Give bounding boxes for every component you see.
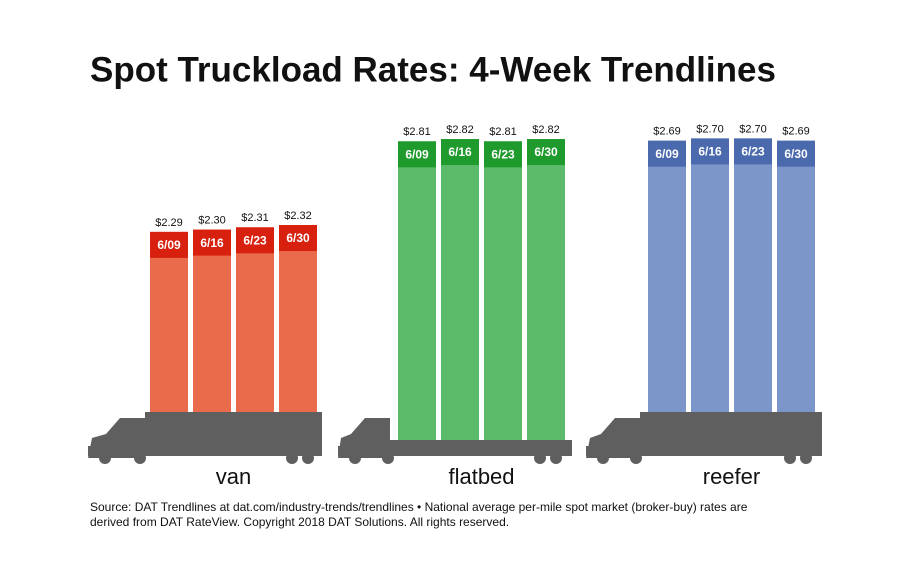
value-label: $2.70	[739, 123, 767, 135]
bar-header	[398, 141, 436, 168]
reefer-truck	[586, 412, 822, 464]
value-label: $2.82	[446, 124, 474, 136]
group-label: van	[216, 464, 251, 489]
bar-header	[150, 231, 188, 258]
van-truck	[88, 412, 322, 464]
bar-category: 6/23	[741, 145, 765, 159]
bar-category: 6/09	[157, 238, 181, 252]
value-label: $2.29	[155, 217, 183, 229]
bar	[236, 227, 274, 412]
bar-header	[484, 141, 522, 168]
bar-header	[648, 140, 686, 167]
bar-category: 6/30	[534, 145, 558, 159]
chart-title: Spot Truckload Rates: 4-Week Trendlines	[90, 50, 776, 89]
bar-category: 6/09	[655, 147, 679, 161]
bar-category: 6/16	[698, 145, 722, 159]
bar-category: 6/30	[784, 147, 808, 161]
value-label: $2.69	[782, 126, 810, 138]
group-label: flatbed	[448, 464, 514, 489]
bar	[193, 229, 231, 412]
bar	[484, 141, 522, 440]
bar	[777, 140, 815, 412]
bar-header	[777, 140, 815, 167]
bar-header	[193, 229, 231, 256]
bar-header	[527, 139, 565, 166]
value-label: $2.30	[198, 215, 226, 227]
value-label: $2.32	[284, 210, 312, 222]
bar	[279, 225, 317, 412]
bar	[150, 231, 188, 412]
bar-header	[236, 227, 274, 254]
flatbed-truck	[338, 418, 572, 464]
bar-header	[279, 225, 317, 252]
value-label: $2.81	[489, 126, 517, 138]
bar-category: 6/09	[405, 147, 429, 161]
bar-header	[441, 139, 479, 166]
bar	[691, 138, 729, 412]
source-note: Source: DAT Trendlines at dat.com/indust…	[90, 500, 748, 514]
bar-category: 6/23	[491, 147, 515, 161]
bar-header	[734, 138, 772, 165]
bar-category: 6/30	[286, 231, 310, 245]
bar-category: 6/16	[448, 145, 472, 159]
bar-category: 6/23	[243, 233, 267, 247]
bar	[441, 139, 479, 441]
source-note: derived from DAT RateView. Copyright 201…	[90, 515, 509, 529]
bar	[648, 140, 686, 412]
value-label: $2.69	[653, 126, 681, 138]
bar-category: 6/16	[200, 236, 224, 250]
value-label: $2.31	[241, 212, 269, 224]
bar	[527, 139, 565, 441]
value-label: $2.70	[696, 123, 724, 135]
value-label: $2.81	[403, 126, 431, 138]
bar	[734, 138, 772, 412]
value-label: $2.82	[532, 124, 560, 136]
bar	[398, 141, 436, 440]
group-label: reefer	[703, 464, 760, 489]
bar-header	[691, 138, 729, 165]
